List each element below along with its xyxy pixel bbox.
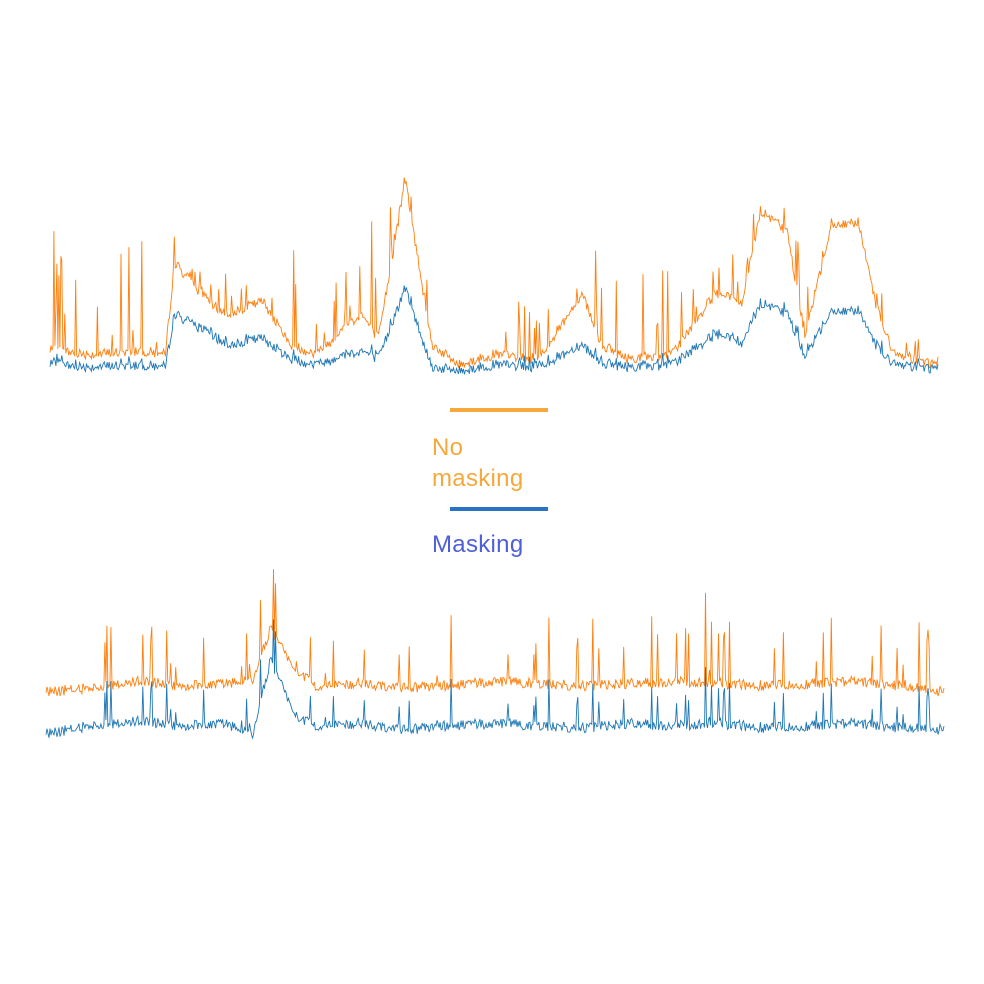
legend-label-masking: Masking — [432, 531, 524, 558]
series-line-no-masking — [45, 569, 945, 697]
series-line-no-masking — [49, 177, 939, 369]
legend-swatch-no-masking — [450, 408, 548, 412]
series-line-masking — [45, 619, 945, 740]
legend-label-no-masking: No masking — [432, 434, 524, 492]
top-signal-plot — [49, 177, 939, 375]
bottom-signal-plot — [45, 569, 945, 740]
legend: No masking Masking — [432, 404, 562, 560]
legend-swatch-masking — [450, 507, 548, 511]
series-line-masking — [49, 285, 939, 375]
